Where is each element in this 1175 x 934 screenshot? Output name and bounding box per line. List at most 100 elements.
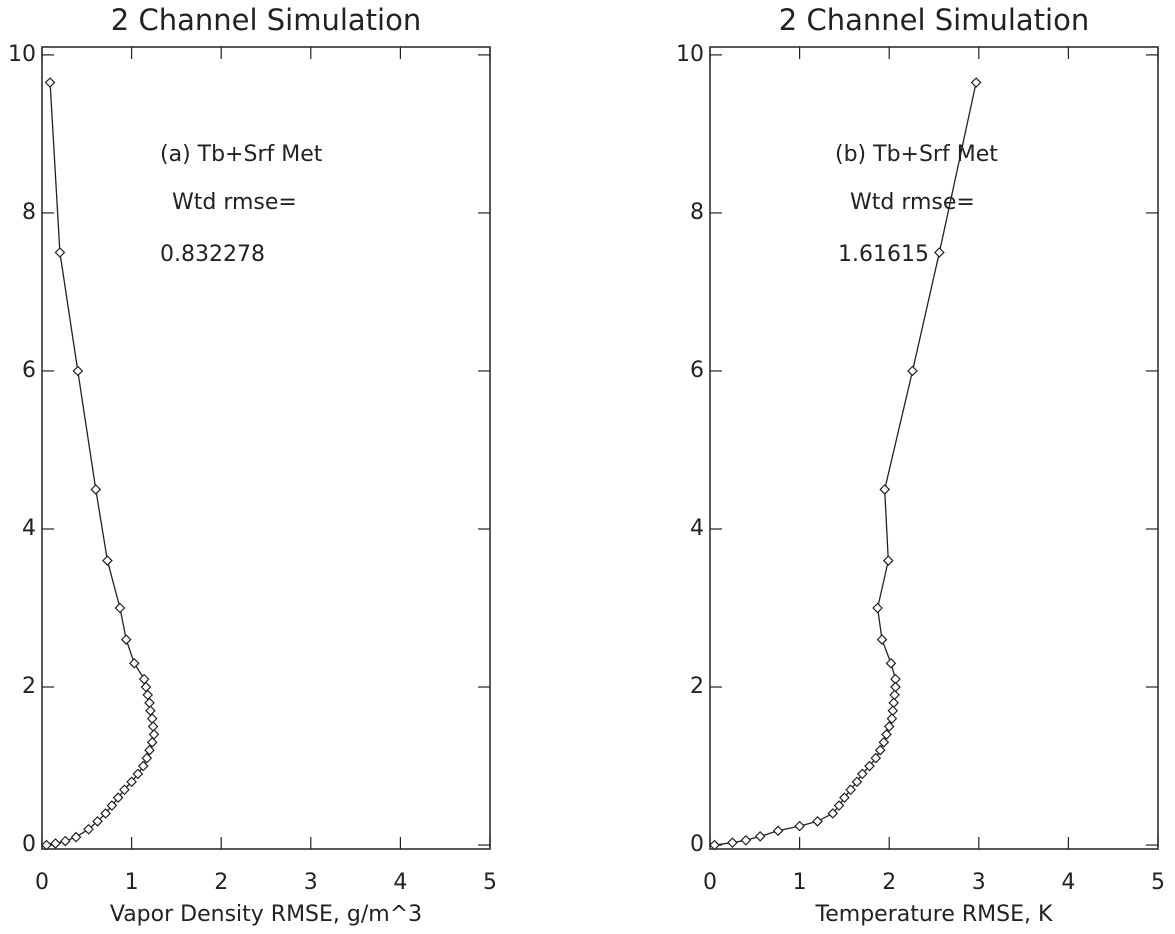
- diamond-marker: [727, 837, 738, 849]
- profile-line: [46, 82, 155, 846]
- diamond-marker: [100, 808, 111, 819]
- y-tick-label: 6: [690, 358, 704, 383]
- diamond-marker: [145, 705, 156, 717]
- diamond-marker: [144, 697, 155, 709]
- diamond-marker: [148, 729, 160, 740]
- x-tick-label: 2: [882, 870, 896, 895]
- diamond-marker: [876, 634, 888, 645]
- x-tick-label: 3: [304, 870, 318, 895]
- diamond-marker: [140, 681, 152, 693]
- y-tick-label: 0: [690, 832, 704, 857]
- y-tick-label: 4: [22, 516, 36, 541]
- y-tick-label: 8: [690, 200, 704, 225]
- diamond-marker: [754, 831, 766, 842]
- diamond-marker: [881, 729, 892, 740]
- diamond-marker: [812, 815, 823, 827]
- x-tick-label: 4: [1061, 870, 1075, 895]
- diamond-marker: [889, 689, 900, 701]
- diamond-marker: [114, 602, 126, 614]
- y-tick-label: 2: [22, 674, 36, 699]
- diamond-marker: [132, 768, 144, 780]
- chart-title: 2 Channel Simulation: [779, 3, 1089, 37]
- diamond-marker: [772, 825, 784, 837]
- diamond-marker: [83, 823, 94, 835]
- x-tick-label: 0: [703, 870, 717, 895]
- x-tick-label: 5: [1151, 870, 1165, 895]
- x-tick-label: 1: [793, 870, 807, 895]
- diamond-marker: [90, 484, 102, 495]
- diamond-marker: [709, 839, 720, 851]
- diamond-marker: [882, 555, 894, 566]
- diamond-marker: [126, 776, 137, 788]
- diamond-marker: [92, 815, 103, 827]
- annotation: (b) Tb+Srf Met: [835, 142, 998, 167]
- diamond-marker: [864, 760, 875, 772]
- diamond-marker: [934, 247, 945, 258]
- diamond-marker: [851, 776, 863, 788]
- diamond-marker: [833, 800, 845, 811]
- diamond-marker: [106, 800, 118, 811]
- diamond-marker: [740, 834, 752, 846]
- diamond-marker: [839, 792, 850, 803]
- diamond-marker: [872, 602, 883, 614]
- diamond-marker: [146, 736, 158, 748]
- diamond-marker: [50, 838, 61, 849]
- diamond-marker: [142, 689, 154, 701]
- diamond-marker: [890, 681, 901, 693]
- diamond-marker: [856, 768, 868, 780]
- diamond-marker: [44, 77, 56, 88]
- annotation: Wtd rmse=: [172, 190, 297, 215]
- annotation: 1.61615: [838, 242, 929, 267]
- annotation: Wtd rmse=: [850, 190, 975, 215]
- diamond-marker: [887, 705, 899, 717]
- diamond-marker: [827, 808, 839, 819]
- diamond-marker: [102, 555, 113, 566]
- x-tick-label: 3: [972, 870, 986, 895]
- diamond-marker: [120, 634, 132, 645]
- plot-frame: [41, 46, 491, 850]
- x-axis-label: Temperature RMSE, K: [815, 902, 1053, 927]
- diamond-marker: [886, 713, 898, 724]
- diamond-marker: [874, 744, 886, 756]
- y-tick-label: 0: [22, 832, 36, 857]
- diamond-marker: [137, 760, 149, 772]
- diamond-marker: [146, 713, 158, 724]
- x-tick-label: 0: [35, 870, 49, 895]
- y-tick-label: 2: [690, 674, 704, 699]
- diamond-marker: [70, 831, 82, 843]
- diamond-marker: [879, 484, 891, 495]
- diamond-marker: [72, 365, 84, 377]
- diamond-marker: [878, 736, 890, 748]
- x-tick-label: 2: [214, 870, 228, 895]
- plot-frame: [709, 46, 1159, 850]
- diamond-marker: [141, 752, 153, 764]
- x-tick-label: 1: [125, 870, 139, 895]
- y-tick-label: 6: [22, 358, 36, 383]
- diamond-marker: [888, 697, 900, 709]
- y-tick-label: 10: [8, 42, 36, 67]
- diamond-marker: [59, 835, 71, 847]
- x-tick-label: 5: [483, 870, 497, 895]
- diamond-marker: [907, 365, 918, 377]
- x-axis-label: Vapor Density RMSE, g/m^3: [110, 902, 422, 927]
- diamond-marker: [144, 744, 155, 756]
- diamond-marker: [147, 721, 159, 732]
- diamond-marker: [870, 752, 882, 764]
- diamond-marker: [138, 673, 150, 685]
- diamond-marker: [112, 792, 124, 803]
- diamond-marker: [119, 784, 130, 796]
- x-tick-label: 4: [393, 870, 407, 895]
- diamond-marker: [128, 657, 140, 669]
- diamond-marker: [54, 247, 66, 258]
- diamond-marker: [883, 721, 895, 732]
- diamond-marker: [845, 784, 857, 796]
- diamond-marker: [41, 839, 52, 851]
- chart-title: 2 Channel Simulation: [111, 3, 421, 37]
- diamond-marker: [794, 820, 805, 832]
- y-tick-label: 8: [22, 200, 36, 225]
- y-tick-label: 10: [676, 42, 704, 67]
- diamond-marker: [885, 657, 897, 669]
- diamond-marker: [970, 77, 982, 88]
- annotation: (a) Tb+Srf Met: [160, 142, 323, 167]
